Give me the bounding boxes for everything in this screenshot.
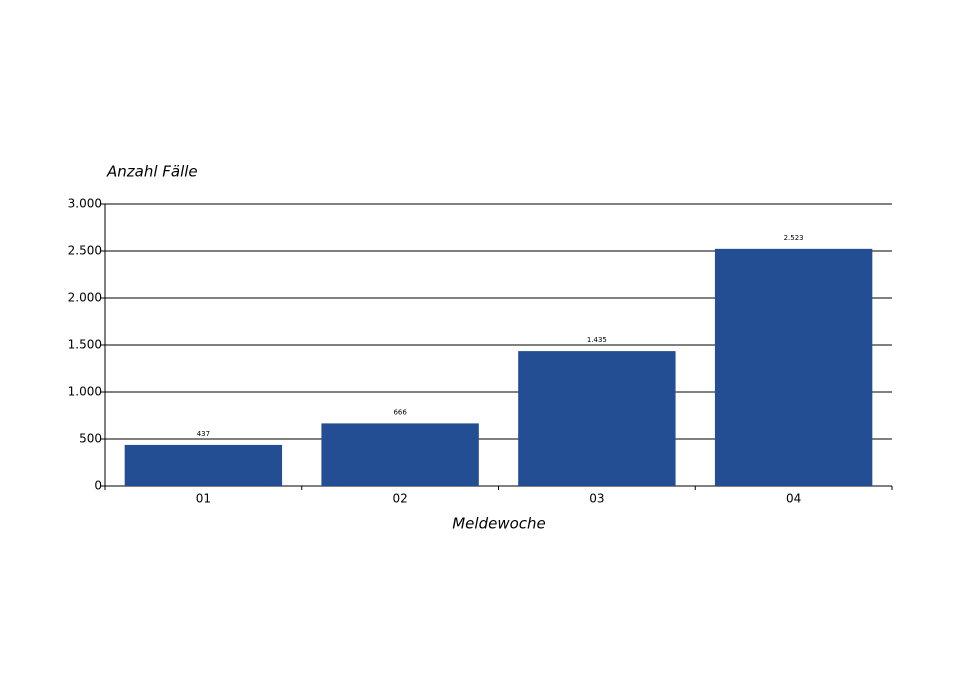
value-label: 2.523 — [784, 234, 804, 242]
bar — [321, 423, 479, 486]
x-axis-title: Meldewoche — [452, 515, 546, 533]
y-tick-label: 2.000 — [68, 291, 102, 305]
y-tick-label: 2.500 — [68, 244, 102, 258]
y-tick-label: 0 — [94, 479, 102, 493]
bar — [714, 248, 873, 486]
y-tick-label: 500 — [79, 432, 102, 446]
bar — [124, 444, 283, 486]
value-label: 1.435 — [587, 336, 607, 344]
x-tick-label: 04 — [786, 492, 801, 506]
y-tick-label: 1.500 — [68, 338, 102, 352]
bar — [518, 351, 676, 486]
y-tick-label: 1.000 — [68, 385, 102, 399]
y-axis-title: Anzahl Fälle — [106, 163, 198, 181]
value-label: 666 — [393, 408, 407, 416]
value-label: 437 — [197, 430, 210, 438]
x-tick-label: 01 — [196, 492, 211, 506]
x-tick-label: 02 — [392, 492, 407, 506]
x-tick-label: 03 — [589, 492, 604, 506]
y-tick-label: 3.000 — [68, 197, 102, 211]
